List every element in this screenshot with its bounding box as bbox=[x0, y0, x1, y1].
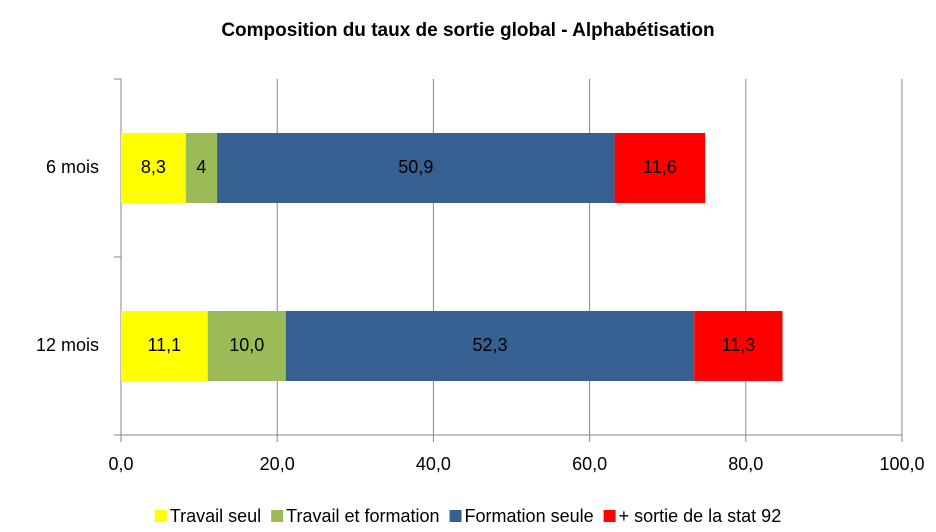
data-label: 11,6 bbox=[643, 157, 677, 177]
x-tick-label: 100,0 bbox=[879, 454, 924, 474]
chart-title: Composition du taux de sortie global - A… bbox=[221, 20, 714, 41]
bar-segment bbox=[614, 133, 706, 203]
data-label: 8,3 bbox=[141, 157, 166, 177]
bar-segment bbox=[285, 311, 695, 381]
x-tick-label: 20,0 bbox=[260, 454, 295, 474]
data-label: 4 bbox=[196, 157, 206, 177]
data-label: 11,3 bbox=[722, 335, 756, 355]
legend-swatch bbox=[449, 510, 462, 522]
legend-swatch bbox=[271, 510, 284, 522]
bar-segment bbox=[121, 311, 208, 381]
legend-label: + sortie de la stat 92 bbox=[619, 506, 782, 526]
data-label: 52,3 bbox=[472, 335, 507, 355]
y-tick-label: 6 mois bbox=[46, 157, 99, 177]
bar-segment bbox=[217, 133, 615, 203]
data-label: 10,0 bbox=[229, 335, 264, 355]
data-label: 50,9 bbox=[398, 157, 433, 177]
x-tick-label: 0,0 bbox=[108, 454, 133, 474]
legend-swatch bbox=[154, 510, 167, 522]
bar-segment bbox=[207, 311, 286, 381]
x-tick-label: 40,0 bbox=[416, 454, 451, 474]
bar-segment bbox=[121, 133, 186, 203]
y-tick-label: 12 mois bbox=[36, 335, 99, 355]
x-tick-label: 60,0 bbox=[572, 454, 607, 474]
legend-swatch bbox=[603, 510, 616, 522]
x-tick-label: 80,0 bbox=[728, 454, 763, 474]
legend-label: Travail et formation bbox=[286, 506, 439, 526]
legend-label: Travail seul bbox=[170, 506, 261, 526]
legend-label: Formation seule bbox=[465, 506, 594, 526]
bar-segment bbox=[185, 133, 218, 203]
data-label: 11,1 bbox=[147, 335, 181, 355]
bar-segment bbox=[694, 311, 783, 381]
